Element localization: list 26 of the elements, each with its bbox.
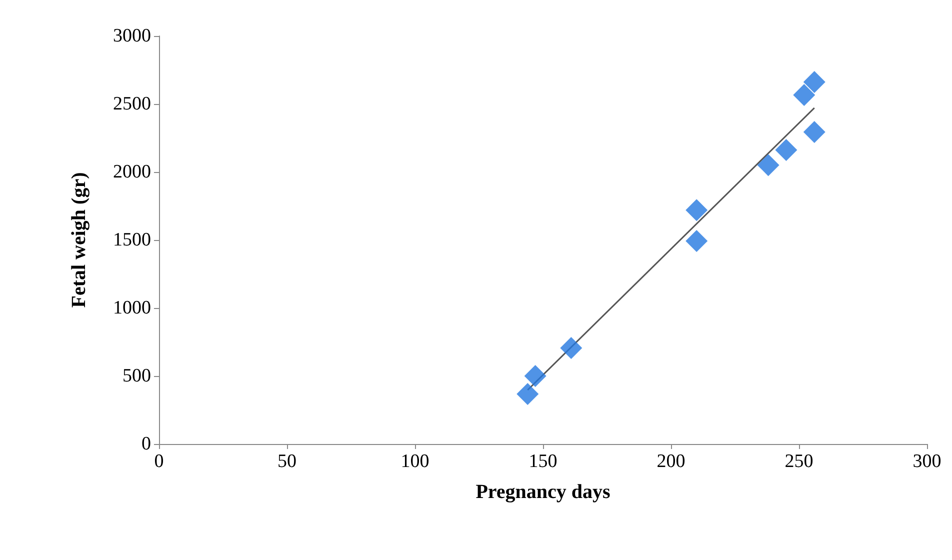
point [524,365,546,387]
point [757,154,780,176]
point [560,336,582,359]
x-tick-label: 100 [400,451,430,472]
y-tick-label: 1000 [113,298,151,318]
x-tick-label: 150 [528,451,558,472]
y-axis-title: Fetal weigh (gr) [68,172,90,308]
point [775,138,798,161]
y-tick-label: 3000 [113,26,151,46]
point [793,84,816,106]
y-tick-label: 1500 [113,230,151,250]
x-axis-title: Pregnancy days [476,481,611,503]
y-tick-label: 2500 [113,94,151,114]
x-tick-label: 300 [912,451,942,472]
x-tick-label: 250 [784,451,814,472]
point [686,230,708,252]
point [686,199,708,222]
point [803,70,826,93]
x-tick-label: 50 [278,451,296,472]
y-tick-label: 0 [142,434,151,454]
point [803,121,826,144]
point [516,382,539,405]
y-tick-label: 500 [122,366,151,386]
x-tick-label: 200 [656,451,686,472]
y-tick-label: 2000 [113,162,151,182]
x-tick-label: 0 [154,451,164,472]
